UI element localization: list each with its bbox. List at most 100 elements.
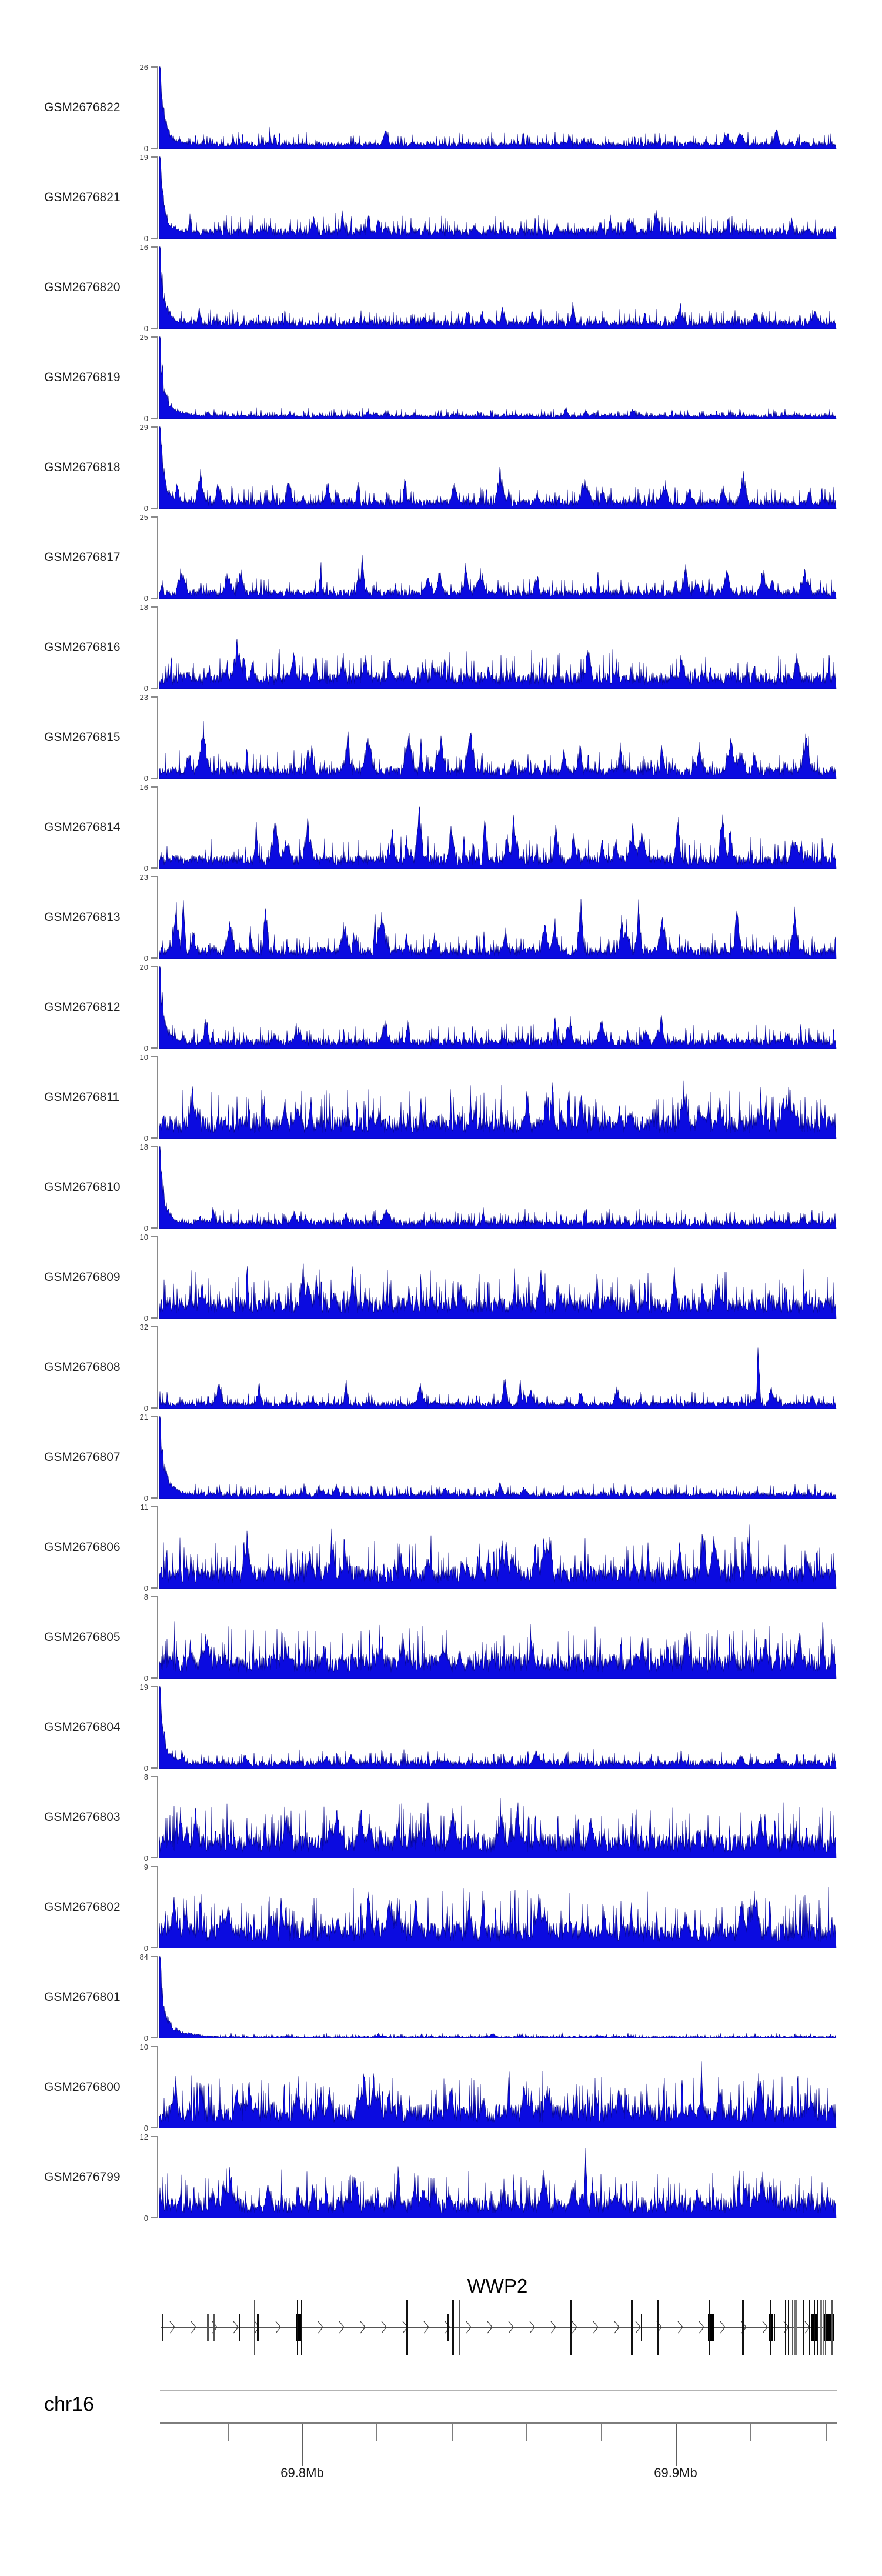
coverage-histogram	[159, 1621, 837, 1679]
strand-direction-arrow-icon	[466, 2321, 472, 2334]
coverage-area	[159, 899, 837, 959]
y-max-label: 26	[139, 63, 148, 72]
y-zero-label: 0	[143, 864, 148, 873]
y-axis-top-tick	[151, 246, 157, 248]
coverage-area	[159, 1798, 837, 1858]
y-axis-top-tick	[151, 1596, 157, 1597]
y-axis-top-tick	[151, 1236, 157, 1237]
sample-label: GSM2676811	[44, 1090, 120, 1104]
exon-mark	[709, 2300, 710, 2355]
coverage-area	[159, 1080, 837, 1139]
coverage-histogram	[159, 1524, 837, 1589]
y-axis-zero-tick	[151, 1947, 157, 1948]
y-zero-label: 0	[143, 234, 148, 243]
coverage-area	[159, 639, 837, 689]
y-zero-label: 0	[143, 414, 148, 423]
y-axis-top-tick	[151, 1146, 157, 1147]
strand-direction-arrow-icon	[191, 2321, 196, 2334]
y-axis-line	[157, 2046, 158, 2128]
y-axis-zero-tick	[151, 867, 157, 869]
strand-direction-arrow-icon	[339, 2321, 345, 2334]
y-zero-label: 0	[143, 2124, 148, 2133]
strand-direction-arrow-icon	[381, 2321, 387, 2334]
coverage-histogram	[159, 246, 837, 329]
coverage-area	[159, 1416, 837, 1499]
y-axis-line	[157, 1866, 158, 1948]
exon-mark	[831, 2300, 833, 2355]
coverage-area	[159, 1887, 837, 1948]
sample-label: GSM2676800	[44, 2080, 121, 2094]
strand-direction-arrow-icon	[487, 2321, 493, 2334]
y-max-label: 23	[139, 873, 148, 882]
strand-direction-arrow-icon	[614, 2321, 620, 2334]
exon-mark	[213, 2314, 215, 2341]
exon-mark	[257, 2314, 259, 2341]
y-max-label: 11	[140, 1503, 149, 1511]
axis-tick-label-69-8mb: 69.8Mb	[280, 2465, 324, 2480]
strand-direction-arrow-icon	[169, 2321, 175, 2334]
y-axis-line	[157, 516, 158, 599]
genome-axis-major-tick	[676, 2424, 677, 2466]
y-zero-label: 0	[143, 1404, 148, 1413]
y-zero-label: 0	[143, 1674, 148, 1683]
y-axis-line	[157, 1596, 158, 1679]
y-max-label: 29	[139, 423, 148, 432]
y-max-label: 16	[139, 243, 148, 252]
sample-label: GSM2676801	[44, 1990, 121, 2004]
y-max-label: 8	[143, 1593, 148, 1601]
y-axis-top-tick	[151, 516, 157, 518]
y-axis-line	[157, 1506, 158, 1589]
coverage-histogram	[159, 156, 837, 239]
coverage-histogram	[159, 66, 837, 149]
sample-label: GSM2676799	[44, 2170, 121, 2184]
exon-mark	[570, 2300, 572, 2355]
y-axis-zero-tick	[151, 328, 157, 329]
y-zero-label: 0	[143, 324, 148, 333]
coverage-histogram	[159, 1686, 837, 1769]
exon-mark	[792, 2300, 793, 2355]
coverage-histogram	[159, 1956, 837, 2038]
y-axis-zero-tick	[151, 418, 157, 419]
sample-label: GSM2676804	[44, 1720, 121, 1734]
coverage-area	[159, 1146, 837, 1229]
y-max-label: 25	[139, 513, 148, 522]
y-zero-label: 0	[143, 144, 148, 153]
coverage-histogram	[159, 1798, 837, 1858]
y-axis-zero-tick	[151, 1047, 157, 1049]
y-max-label: 19	[139, 1683, 148, 1691]
genome-axis-line	[160, 2422, 837, 2424]
genome-axis-minor-tick	[601, 2424, 602, 2441]
y-max-label: 10	[139, 1053, 148, 1062]
genome-axis-minor-tick	[228, 2424, 229, 2441]
exon-mark	[809, 2300, 810, 2355]
y-axis-top-tick	[151, 1416, 157, 1417]
y-axis-line	[157, 1416, 158, 1499]
y-axis-line	[157, 156, 158, 239]
sample-label: GSM2676816	[44, 640, 121, 654]
exon-mark	[296, 2314, 302, 2341]
sample-label: GSM2676808	[44, 1360, 121, 1374]
sample-label: GSM2676820	[44, 281, 121, 294]
exon-mark	[794, 2300, 797, 2355]
strand-direction-arrow-icon	[677, 2321, 683, 2334]
y-axis-top-tick	[151, 696, 157, 698]
coverage-area	[159, 246, 837, 329]
strand-direction-arrow-icon	[762, 2321, 768, 2334]
y-axis-top-tick	[151, 2136, 157, 2137]
y-axis-top-tick	[151, 1056, 157, 1057]
y-axis-zero-tick	[151, 778, 157, 779]
y-axis-line	[157, 336, 158, 419]
y-axis-line	[157, 1056, 158, 1139]
sample-label: GSM2676810	[44, 1180, 121, 1194]
y-axis-line	[157, 246, 158, 329]
sample-label: GSM2676806	[44, 1540, 121, 1554]
y-max-label: 10	[139, 2043, 148, 2051]
coverage-histogram	[159, 899, 837, 959]
sample-label: GSM2676812	[44, 1000, 121, 1014]
exon-mark	[770, 2300, 771, 2355]
genome-axis-minor-tick	[376, 2424, 377, 2441]
coverage-histogram	[159, 426, 837, 509]
coverage-area	[159, 806, 837, 869]
y-axis-line	[157, 1326, 158, 1409]
y-axis-top-tick	[151, 2046, 157, 2047]
